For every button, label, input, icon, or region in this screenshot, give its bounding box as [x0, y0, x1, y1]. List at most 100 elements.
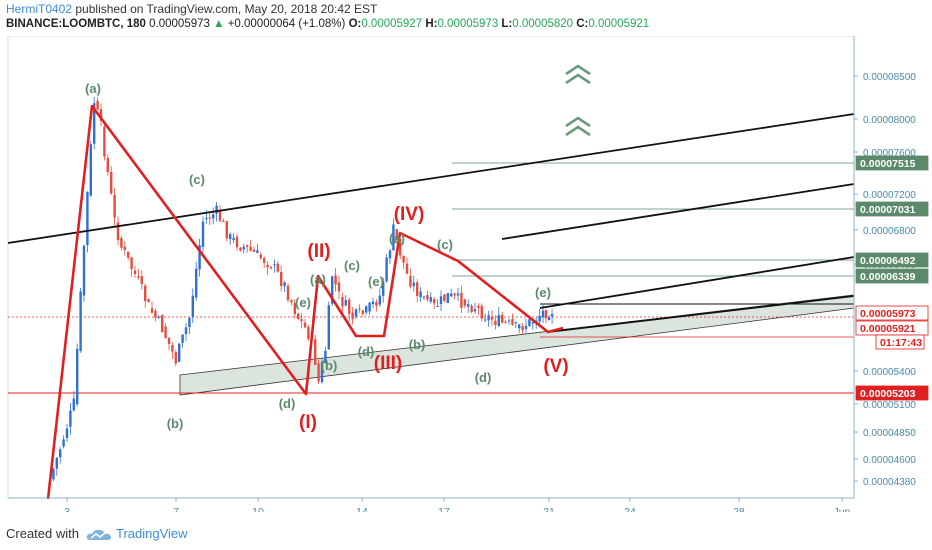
candle-body: [82, 245, 86, 296]
candle-body: [65, 428, 69, 438]
major-wave-label: (II): [307, 241, 330, 262]
last-price: 0.00005973: [149, 18, 210, 30]
x-tick-label: 3: [64, 506, 70, 512]
price-chart[interactable]: (I) (II) (III) (IV) (V) (a) (b) (c) (d) (e) (a) (b)…: [0, 35, 932, 518]
close-value: 0.00005921: [588, 18, 650, 30]
candle-body: [242, 246, 245, 250]
x-tick-label: 7: [173, 506, 179, 512]
candle-body: [405, 263, 409, 274]
candle-body: [212, 214, 215, 219]
candle-body: [235, 236, 239, 248]
y-tick-label: 0.00007600: [863, 148, 916, 159]
x-tick-label: 21: [543, 506, 555, 512]
candle-body: [331, 276, 334, 304]
candle-body: [161, 315, 164, 333]
candle-body: [402, 255, 405, 263]
minor-wave-label: (e): [368, 274, 384, 289]
candle-body: [327, 305, 330, 350]
trendline: [7, 113, 855, 244]
horizontal-levels: [8, 162, 854, 394]
candle-body: [385, 257, 388, 282]
candle-body: [467, 304, 470, 307]
candle-body: [324, 350, 327, 363]
candle-body: [222, 220, 225, 222]
major-wave-label: (V): [543, 356, 568, 377]
minor-wave-label: (d): [475, 370, 492, 385]
wave-path-layer: [46, 104, 564, 500]
y-tick-label: 0.00005100: [863, 400, 916, 411]
candle-body: [89, 144, 92, 196]
candle-body: [249, 246, 252, 251]
candle-body: [113, 194, 116, 218]
candle-body: [123, 246, 126, 250]
candle-body: [531, 322, 534, 324]
open-value: 0.00005927: [361, 18, 423, 30]
y-axis[interactable]: 0.00008500 0.00008000 0.00007600 0.00007200…: [854, 72, 916, 488]
author-link[interactable]: HermiT0402: [6, 2, 73, 16]
candle-body: [501, 314, 504, 323]
candle-body: [154, 310, 157, 318]
candle-body: [174, 352, 177, 364]
candle-body: [293, 303, 296, 315]
double-chevron-up-icon: [565, 64, 591, 85]
candle-body: [521, 326, 524, 331]
publish-line: HermiT0402 published on TradingView.com,…: [6, 2, 377, 16]
tradingview-brand[interactable]: TradingView: [116, 526, 188, 541]
candle-body: [69, 410, 72, 427]
candle-body: [266, 264, 269, 268]
candle-body: [541, 310, 545, 318]
candle-body: [490, 316, 494, 320]
price-tag-label: 0.00007031: [860, 204, 916, 216]
candles-layer: [52, 97, 554, 482]
candle-body: [181, 334, 184, 343]
candle-body: [55, 457, 58, 469]
candle-body: [544, 310, 548, 319]
y-tick-label: 0.00005400: [863, 367, 916, 378]
minor-wave-label: (c): [344, 258, 360, 273]
candle-body: [195, 268, 198, 298]
elliott-wave-path: [46, 104, 564, 500]
price-tag-label: 0.00006492: [860, 255, 916, 267]
candle-body: [215, 205, 218, 214]
chevron-up-icon: [565, 73, 591, 85]
x-tick-label: 10: [252, 506, 264, 512]
candle-body: [507, 320, 511, 322]
chevrons-layer: [565, 64, 591, 137]
candle-body: [246, 245, 249, 247]
candle-body: [422, 296, 426, 298]
symbol-name: BINANCE:LOOMBTC, 180: [6, 18, 146, 30]
x-axis[interactable]: 3 7 10 14 17 21 24 28 Jun: [64, 498, 851, 518]
candle-body: [419, 291, 422, 298]
candle-body: [341, 297, 344, 307]
candle-body: [439, 296, 443, 305]
candle-body: [375, 302, 378, 306]
candle-body: [371, 301, 375, 304]
candle-body: [232, 237, 235, 241]
candle-body: [416, 282, 419, 296]
candle-body: [93, 103, 96, 144]
candle-body: [436, 305, 439, 307]
y-tick-label: 0.00004850: [863, 428, 916, 439]
candle-body: [494, 320, 497, 325]
price-tag-label: 0.00005203: [860, 388, 916, 400]
candle-body: [484, 319, 487, 321]
price-change: +0.00000064 (+1.08%): [227, 18, 346, 30]
candle-body: [426, 294, 429, 300]
y-tick-label: 0.00008500: [863, 72, 916, 83]
minor-wave-label: (d): [279, 396, 296, 411]
chevron-up-icon: [565, 64, 591, 76]
candle-body: [259, 254, 262, 259]
candle-body: [480, 305, 483, 319]
minor-wave-label: (b): [167, 416, 184, 431]
candle-body: [412, 282, 415, 287]
chart-area[interactable]: (I) (II) (III) (IV) (V) (a) (b) (c) (d) (e) (a) (b)…: [0, 35, 932, 518]
candle-body: [283, 282, 286, 287]
candle-body: [487, 315, 490, 321]
candle-body: [514, 322, 517, 324]
candle-body: [103, 126, 106, 157]
candle-body: [133, 270, 137, 275]
candle-body: [528, 319, 531, 326]
x-tick-label: Jun: [834, 506, 851, 512]
trendlines-layer: [7, 113, 855, 333]
candle-body: [395, 229, 398, 240]
